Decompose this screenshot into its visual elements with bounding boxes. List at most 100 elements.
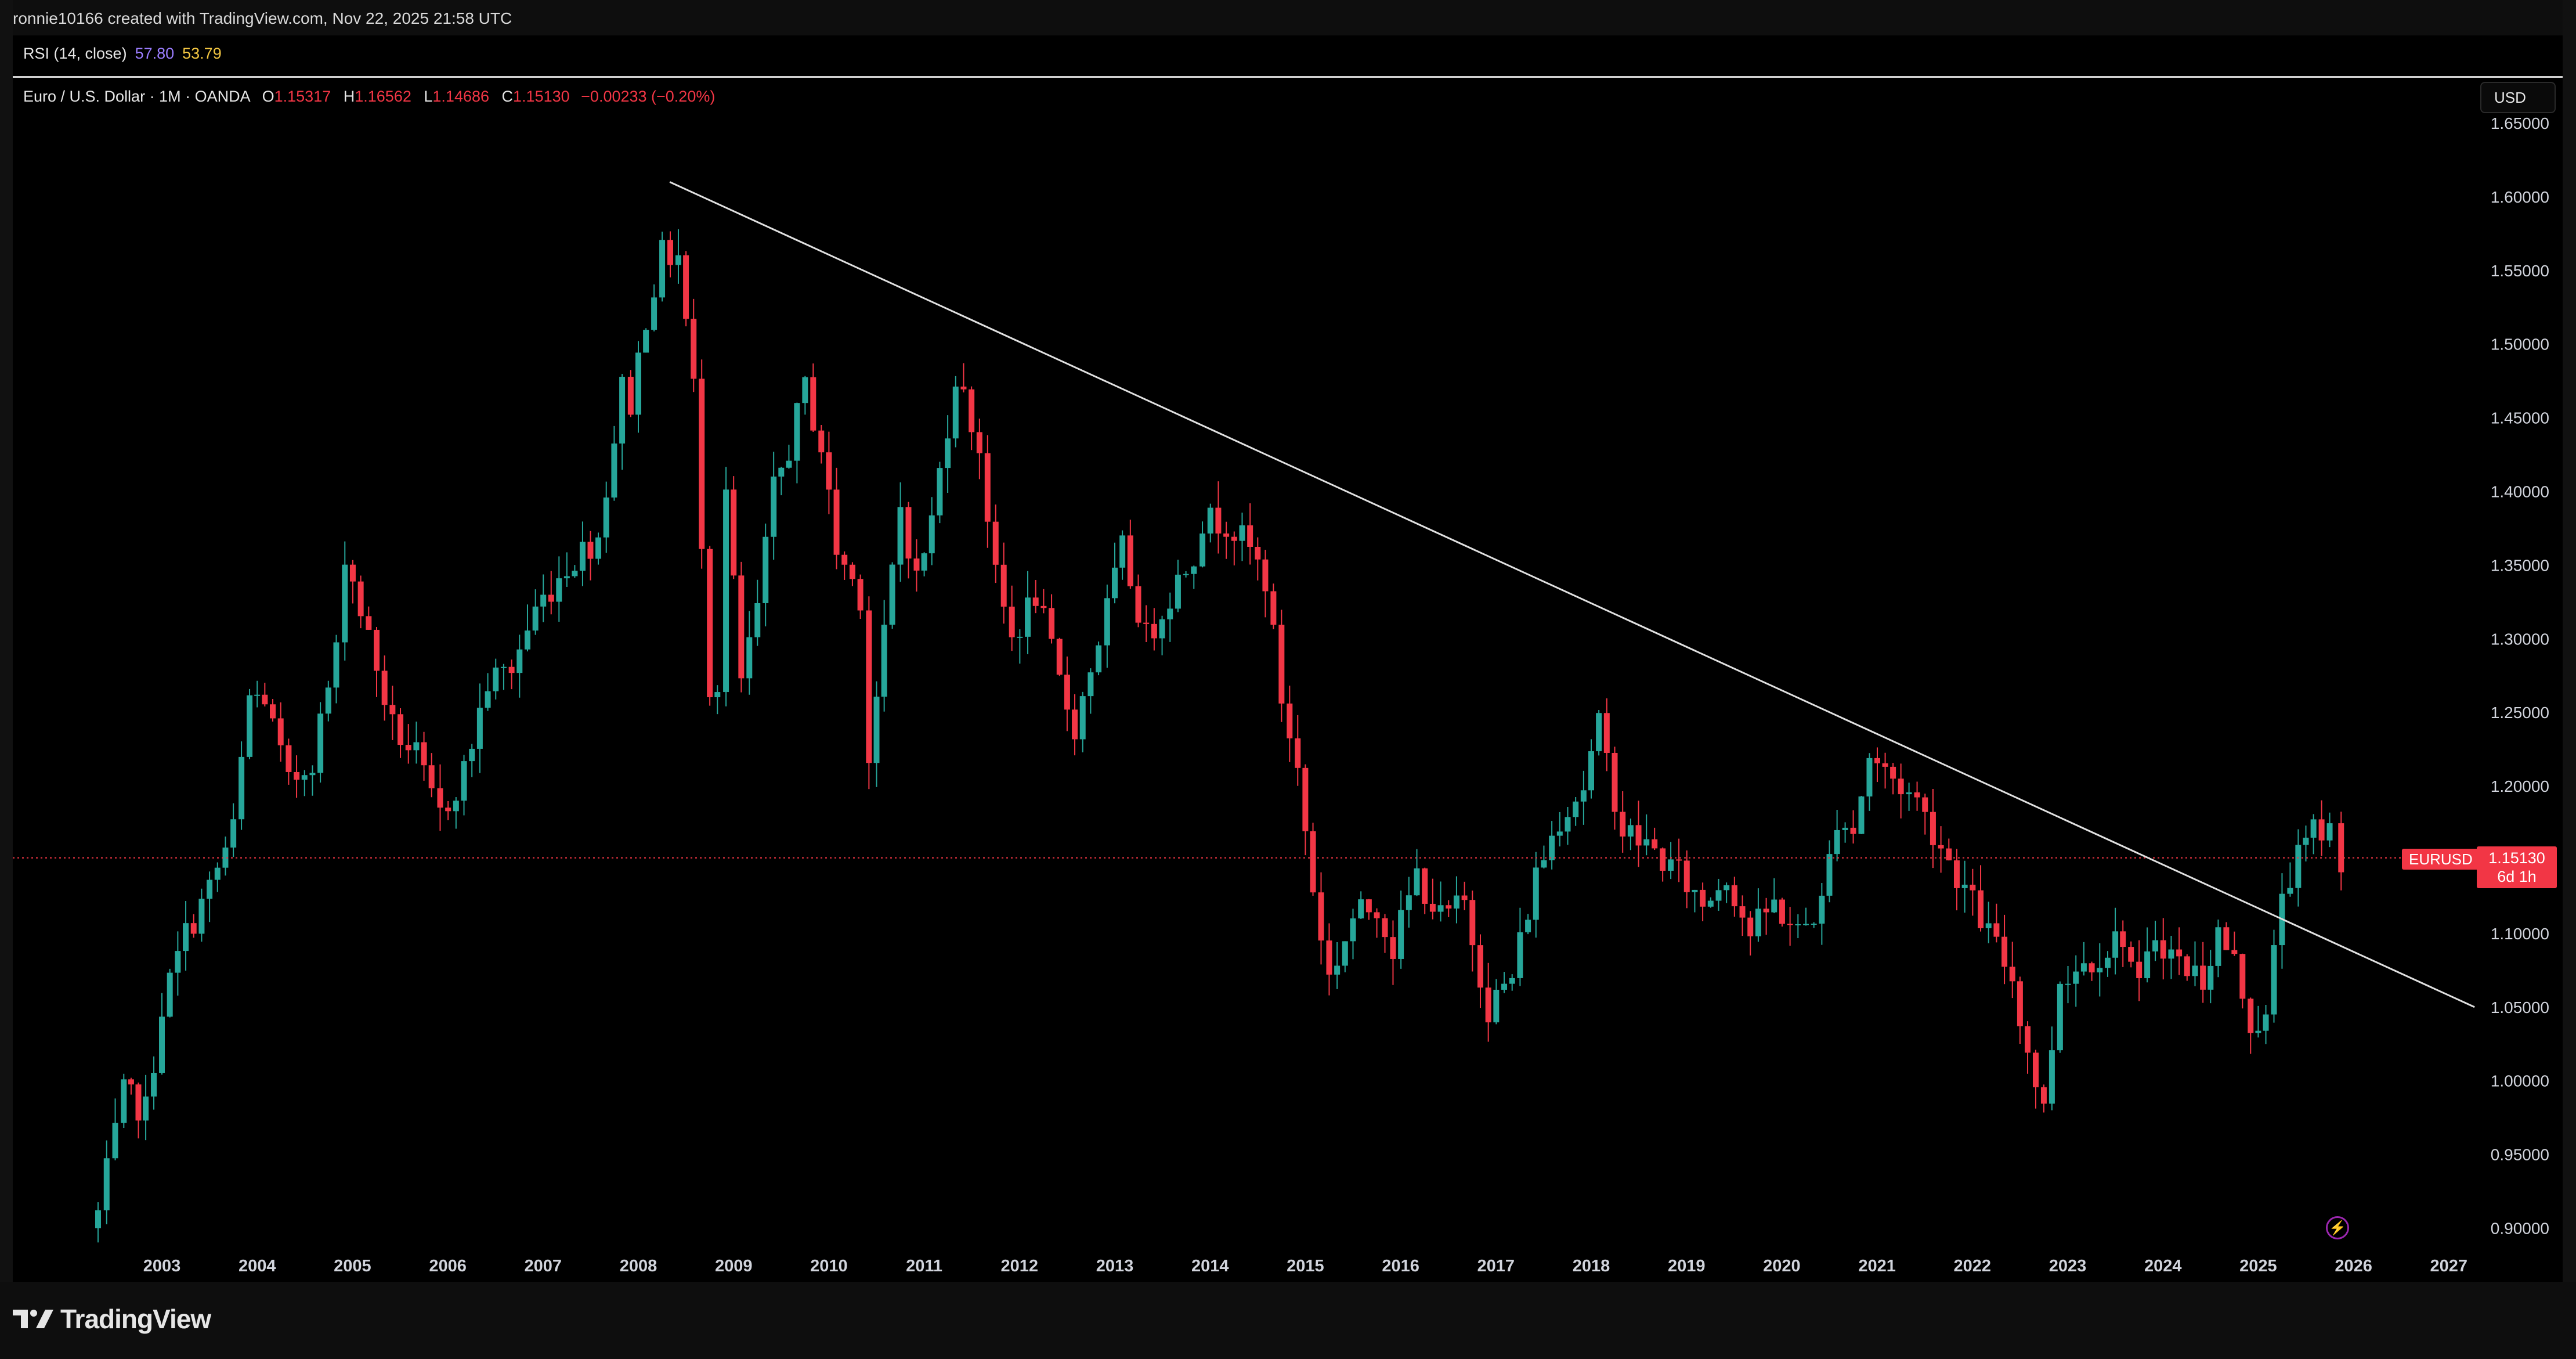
- y-tick-label: 1.60000: [2491, 188, 2549, 206]
- candle: [1112, 542, 1118, 604]
- candle: [190, 914, 197, 938]
- candle: [222, 836, 229, 876]
- candle: [1414, 849, 1420, 896]
- candle: [2215, 920, 2221, 978]
- x-tick-label: 2027: [2430, 1257, 2468, 1275]
- candle: [738, 561, 745, 693]
- candle: [905, 502, 912, 579]
- candle: [1287, 686, 1293, 762]
- candle: [1143, 605, 1150, 643]
- candle: [667, 231, 674, 277]
- candle: [1200, 521, 1206, 568]
- candle: [1771, 878, 1777, 914]
- candle: [309, 765, 316, 796]
- candle: [1334, 942, 1341, 989]
- candle: [873, 681, 880, 787]
- candle: [1596, 710, 1602, 756]
- candle: [1763, 897, 1769, 935]
- candle: [1819, 882, 1825, 945]
- candle: [2152, 920, 2159, 961]
- high-key: H: [343, 88, 355, 105]
- x-tick-label: 2020: [1763, 1257, 1801, 1275]
- candle: [349, 560, 356, 604]
- candle: [1692, 889, 1698, 913]
- candle: [1541, 845, 1547, 869]
- candle: [2001, 914, 2008, 985]
- candle: [1191, 565, 1197, 589]
- candle: [1358, 891, 1364, 919]
- last-price-tag: 1.15130 6d 1h: [2477, 846, 2557, 888]
- candle: [1064, 656, 1070, 731]
- candle: [1724, 882, 1730, 903]
- x-tick-label: 2026: [2335, 1257, 2372, 1275]
- candle: [810, 363, 816, 432]
- y-tick-label: 1.45000: [2491, 409, 2549, 427]
- candle: [453, 797, 459, 829]
- candle: [2287, 862, 2293, 897]
- candle: [1652, 827, 1658, 850]
- candle: [969, 386, 975, 450]
- low-value: 1.14686: [432, 88, 490, 105]
- candle: [2104, 951, 2111, 977]
- candle: [135, 1082, 142, 1139]
- main-chart-pane[interactable]: [13, 78, 2563, 1282]
- candle: [833, 467, 840, 569]
- candle: [635, 341, 641, 433]
- candle: [95, 1202, 101, 1243]
- candle: [1842, 822, 1848, 843]
- candle: [1302, 764, 1309, 856]
- symbol-description: Euro / U.S. Dollar · 1M · OANDA: [23, 88, 250, 105]
- candle: [1802, 907, 1809, 926]
- y-tick-label: 1.10000: [2491, 925, 2549, 943]
- candle: [1700, 882, 1706, 922]
- candle: [2255, 1005, 2261, 1038]
- candle: [1096, 641, 1102, 676]
- candle: [2112, 907, 2119, 975]
- candle: [1938, 826, 1944, 873]
- candle: [469, 744, 475, 777]
- candle: [818, 425, 825, 464]
- candle: [128, 1077, 134, 1095]
- candle: [2065, 965, 2071, 1004]
- candle: [603, 481, 609, 553]
- candle: [619, 374, 626, 470]
- candle: [826, 431, 832, 514]
- candle: [2239, 953, 2246, 1009]
- candle: [1882, 752, 1888, 789]
- candle: [1151, 608, 1157, 651]
- price-chart[interactable]: 0.900000.950001.000001.050001.100001.150…: [0, 0, 2576, 1282]
- candle: [1255, 537, 1261, 581]
- candle: [1295, 715, 1301, 786]
- candle: [428, 753, 435, 798]
- candle: [121, 1073, 127, 1128]
- candle: [1874, 747, 1881, 783]
- rsi-legend[interactable]: RSI (14, close) 57.80 53.79: [23, 45, 222, 63]
- y-tick-label: 1.65000: [2491, 114, 2549, 132]
- candle: [2295, 829, 2302, 907]
- candle: [1453, 876, 1459, 924]
- candle: [1683, 850, 1690, 909]
- candle: [849, 562, 855, 586]
- candle: [714, 685, 721, 715]
- candle: [897, 482, 904, 582]
- candle: [2160, 918, 2166, 980]
- lightning-bolt-icon[interactable]: ⚡: [2326, 1216, 2349, 1239]
- x-tick-label: 2021: [1858, 1257, 1896, 1275]
- last-price-value: 1.15130: [2488, 849, 2545, 867]
- candle: [1676, 838, 1682, 882]
- candle: [2192, 941, 2198, 986]
- candle: [294, 755, 300, 798]
- candle: [437, 764, 443, 831]
- currency-button[interactable]: USD: [2480, 82, 2556, 113]
- candle: [476, 683, 483, 773]
- candle: [500, 664, 507, 690]
- rsi-pane[interactable]: RSI (14, close) 57.80 53.79: [13, 35, 2563, 78]
- x-tick-label: 2014: [1191, 1257, 1229, 1275]
- x-tick-label: 2007: [525, 1257, 562, 1275]
- candle: [1175, 560, 1181, 612]
- candle: [2231, 931, 2238, 956]
- right-frame: [2563, 0, 2576, 1282]
- symbol-legend[interactable]: Euro / U.S. Dollar · 1M · OANDA O1.15317…: [23, 88, 715, 106]
- candle: [2097, 943, 2103, 997]
- candle: [325, 680, 331, 722]
